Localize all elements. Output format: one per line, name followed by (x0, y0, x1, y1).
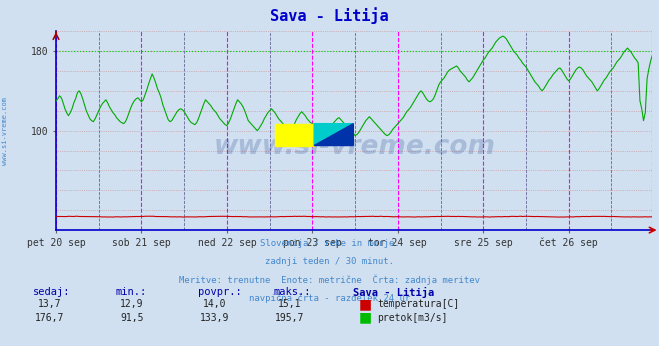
Text: ■: ■ (359, 311, 372, 325)
Text: maks.:: maks.: (273, 288, 311, 297)
Text: 12,9: 12,9 (120, 300, 144, 309)
Text: povpr.:: povpr.: (198, 288, 241, 297)
Text: 15,1: 15,1 (278, 300, 302, 309)
Text: Sava - Litija: Sava - Litija (270, 7, 389, 24)
Polygon shape (275, 124, 314, 146)
Text: 13,7: 13,7 (38, 300, 61, 309)
Text: 14,0: 14,0 (202, 300, 226, 309)
Text: 133,9: 133,9 (200, 313, 229, 322)
Text: Meritve: trenutne  Enote: metrične  Črta: zadnja meritev: Meritve: trenutne Enote: metrične Črta: … (179, 275, 480, 285)
Polygon shape (314, 124, 353, 146)
Text: www.si-vreme.com: www.si-vreme.com (2, 98, 9, 165)
Text: Sava - Litija: Sava - Litija (353, 287, 434, 298)
Text: Slovenija / reke in morje.: Slovenija / reke in morje. (260, 239, 399, 248)
Text: ■: ■ (359, 298, 372, 311)
Text: pretok[m3/s]: pretok[m3/s] (378, 313, 448, 322)
Text: min.:: min.: (115, 288, 146, 297)
Text: www.si-vreme.com: www.si-vreme.com (214, 134, 495, 160)
Text: zadnji teden / 30 minut.: zadnji teden / 30 minut. (265, 257, 394, 266)
Polygon shape (314, 124, 353, 146)
Text: 195,7: 195,7 (275, 313, 304, 322)
Text: navpična črta - razdelek 24 ur: navpična črta - razdelek 24 ur (249, 293, 410, 303)
Text: temperatura[C]: temperatura[C] (378, 300, 460, 309)
Text: 176,7: 176,7 (35, 313, 64, 322)
Text: 91,5: 91,5 (120, 313, 144, 322)
Text: sedaj:: sedaj: (33, 288, 71, 297)
